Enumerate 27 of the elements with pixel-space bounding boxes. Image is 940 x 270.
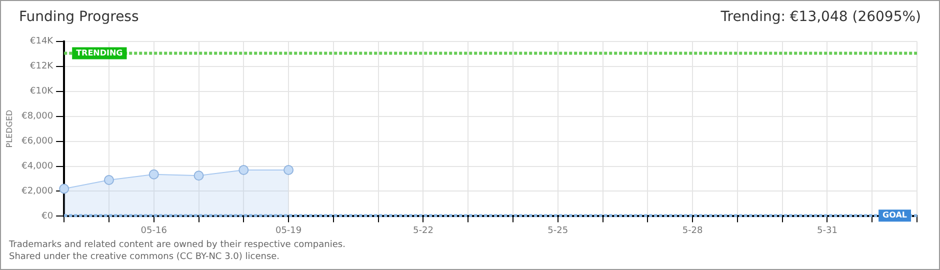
x-tick-label: 5-22 <box>412 226 434 236</box>
x-tick-label: 05-16 <box>140 226 168 236</box>
chart-title: Funding Progress <box>19 9 139 27</box>
point <box>104 174 114 185</box>
point <box>194 170 204 181</box>
x-tick-label: 05-19 <box>275 226 302 236</box>
x-tick-label: 5-25 <box>548 226 568 236</box>
chart-subtitle: Trending: €13,048 (26095%) <box>720 9 921 27</box>
ref-line-label: TRENDING <box>76 48 123 58</box>
x-tick-label: 5-31 <box>817 226 838 236</box>
y-axis-title: PLEDGED <box>4 110 14 148</box>
y-tick-label: €2,000 <box>22 186 54 197</box>
point <box>59 184 70 194</box>
ref-line-label: GOAL <box>882 210 908 220</box>
text: Shared under the creative commons (CC BY-NC 3.0) license. <box>9 251 281 263</box>
y-tick-label: €14K <box>30 36 54 47</box>
y-tick-label: €4,000 <box>22 162 54 172</box>
y-tick-label: €8,000 <box>22 112 54 122</box>
point <box>238 165 249 176</box>
y-tick-label: €6,000 <box>22 136 54 147</box>
x-tick-label: 5-28 <box>682 226 704 236</box>
text: Trademarks and related content are owned by their respective companies. <box>9 239 346 251</box>
y-tick-label: €12K <box>30 62 54 72</box>
y-tick-label: €10K <box>30 86 54 97</box>
point <box>148 169 159 180</box>
y-tick-label: €0 <box>42 212 54 222</box>
point <box>284 165 294 176</box>
